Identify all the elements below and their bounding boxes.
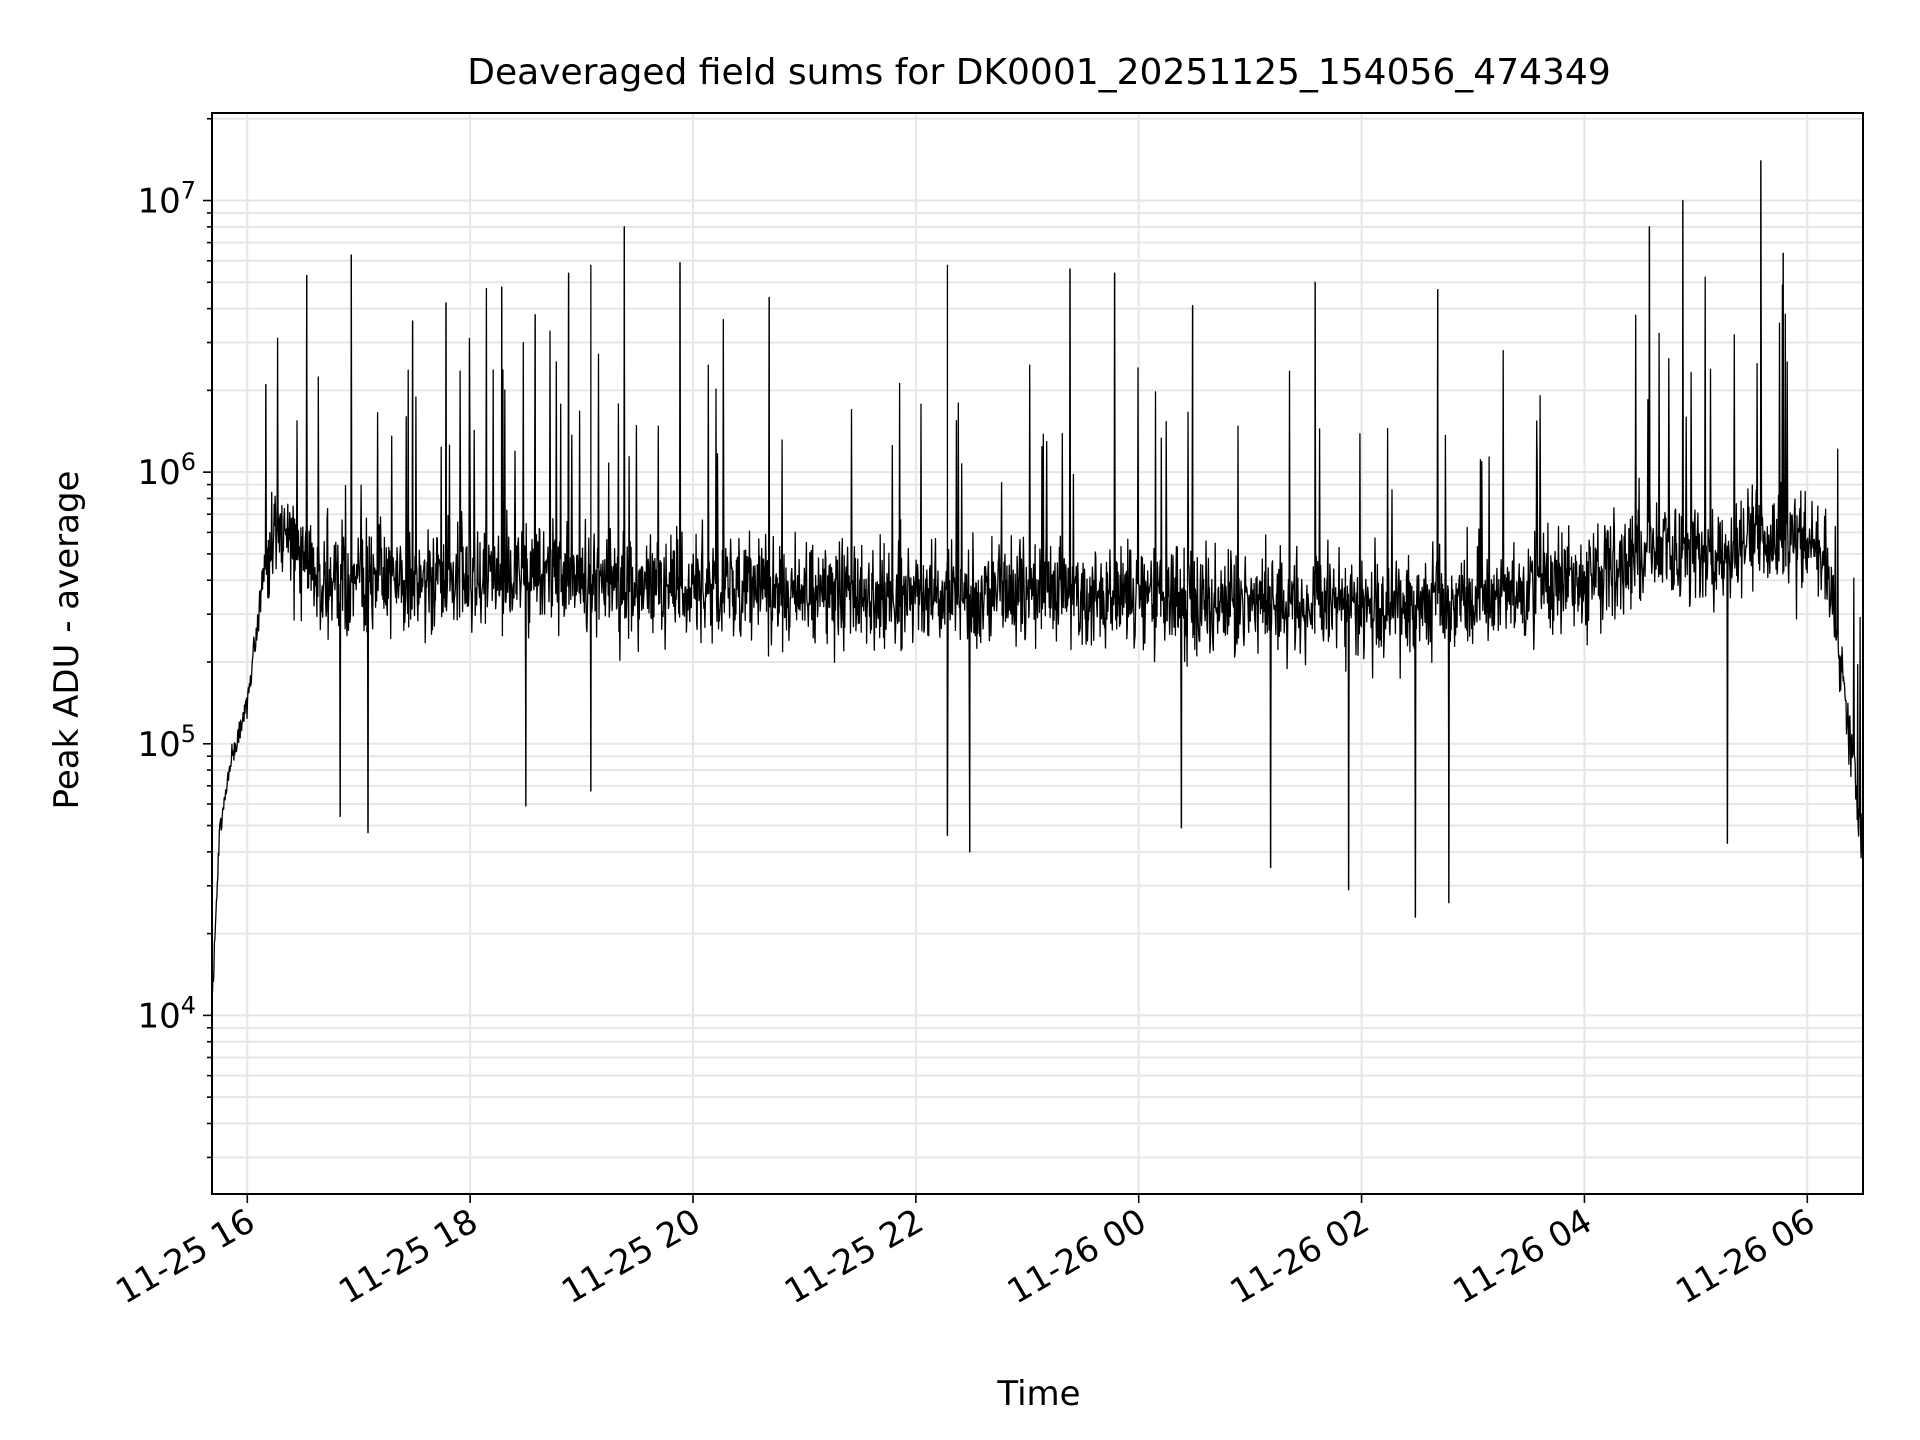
- y-tick-label: 104: [137, 991, 196, 1036]
- x-tick-label: 11-26 06: [1669, 1201, 1821, 1312]
- series-layer: [211, 160, 1864, 994]
- plot-frame: [211, 112, 1864, 1195]
- x-axis: 11-25 16 11-25 18 11-25 20 11-25 22 11-26 00…: [109, 1194, 1822, 1312]
- chart-title: Deaveraged field sums for DK0001_2025112…: [467, 52, 1610, 93]
- x-tick-label: 11-25 18: [332, 1201, 484, 1312]
- y-axis: 104 105 106 107: [137, 117, 212, 1159]
- x-axis-label: Time: [996, 1374, 1080, 1414]
- x-tick-label: 11-25 22: [778, 1201, 930, 1312]
- x-tick-label: 11-25 20: [555, 1201, 707, 1312]
- x-tick-label: 11-25 16: [109, 1201, 261, 1312]
- series-line: [211, 160, 1864, 994]
- y-tick-label: 106: [137, 448, 196, 493]
- x-tick-label: 11-26 02: [1224, 1201, 1376, 1312]
- y-tick-label: 105: [137, 720, 196, 765]
- x-tick-label: 11-26 00: [1001, 1201, 1153, 1312]
- x-tick-label: 11-26 04: [1447, 1201, 1599, 1312]
- y-tick-label: 107: [137, 177, 196, 222]
- grid: [212, 113, 1863, 1194]
- y-axis-label: Peak ADU - average: [47, 471, 87, 810]
